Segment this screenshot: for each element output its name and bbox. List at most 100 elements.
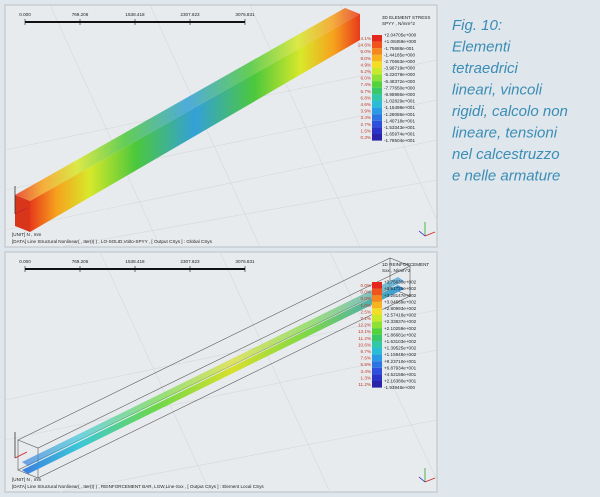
- legend-swatch: [372, 120, 382, 128]
- legend-value: +1.39525e+002: [384, 346, 417, 351]
- legend-value: +1.15948e+002: [384, 352, 417, 357]
- scale-label: 0.000: [19, 259, 31, 264]
- reinforcement: [22, 285, 404, 474]
- legend-percent: 10.6%: [358, 342, 371, 347]
- axis-triad-br: [418, 222, 436, 237]
- legend-percent: 3.4%: [361, 369, 371, 374]
- legend-percent: 1.0%: [361, 303, 371, 308]
- legend-percent: 0.3%: [361, 135, 371, 140]
- scale-label: 1538.418: [125, 259, 145, 264]
- legend-unit: SPYY , N/mm^2: [382, 21, 415, 26]
- caption-line: tetraedrici: [452, 60, 519, 77]
- legend-percent: 2.7%: [361, 122, 371, 127]
- legend-value: +6.87934e+001: [384, 365, 417, 370]
- legend-swatch: [372, 295, 382, 302]
- legend-value: -1.44185e+000: [384, 52, 415, 57]
- legend-swatch: [372, 354, 382, 362]
- legend-value: -8.98986e+000: [384, 92, 415, 97]
- legend-percent: 6.0%: [361, 49, 371, 54]
- axis-triad: [14, 432, 28, 459]
- legend-percent: 4.9%: [361, 62, 371, 67]
- beam-end: [15, 195, 30, 232]
- caption-line: lineare, tensioni: [452, 125, 558, 142]
- legend-swatch: [372, 74, 382, 82]
- legend-value: -1.78504e+001: [384, 138, 415, 143]
- legend-swatch: [372, 282, 382, 289]
- legend-percent: 6.8%: [361, 95, 371, 100]
- status-line: [DATA] Line Structural Nonlinear( , Iter…: [12, 484, 264, 489]
- legend-swatch: [372, 48, 382, 55]
- panel-bottom: [4, 251, 438, 493]
- unit-line: [UNIT] N , mm: [12, 477, 42, 482]
- viewport: [4, 251, 438, 493]
- legend-value: +1.86681e+002: [384, 332, 417, 337]
- legend-percent: 8.0%: [361, 56, 371, 61]
- beam-top: [15, 8, 360, 201]
- legend-swatch: [372, 68, 382, 75]
- legend-percent: 5.2%: [361, 69, 371, 74]
- legend-value: +1.08459e+000: [384, 39, 417, 44]
- caption-line: rigidi, calcolo non: [452, 103, 568, 120]
- scale-label: 3076.831: [235, 12, 255, 17]
- legend-value: -1.40718e+001: [384, 118, 415, 123]
- legend-swatch: [372, 94, 382, 101]
- caption-line: Fig. 10:: [452, 17, 502, 34]
- legend-value: +2.10259e+002: [384, 326, 417, 331]
- legend-swatch: [372, 381, 382, 388]
- legend-title: 3D ELEMENT STRESS: [382, 15, 430, 20]
- legend-swatch: [372, 308, 382, 315]
- legend-swatch: [372, 341, 382, 348]
- legend-unit: Sxx , N/mm^2: [382, 268, 411, 273]
- legend-value: +1.63103e+002: [384, 339, 417, 344]
- legend-value: -1.93946e+000: [384, 385, 415, 390]
- viewport: [4, 4, 438, 248]
- scale-label: 3076.831: [235, 259, 255, 264]
- legend-value: +2.16380e+001: [384, 379, 417, 384]
- caption-line: e nelle armature: [452, 168, 560, 185]
- legend-swatch: [372, 87, 382, 95]
- legend-percent: 24.6%: [358, 43, 371, 48]
- legend-percent: 7.4%: [361, 82, 371, 87]
- legend-value: -1.75688e-001: [384, 46, 414, 51]
- panel-top: [4, 4, 438, 248]
- legend-percent: 7.6%: [361, 356, 371, 361]
- ground-grid: [4, 251, 438, 493]
- caption-line: Elementi: [452, 39, 511, 56]
- legend-percent: 11.2%: [358, 382, 371, 387]
- legend-value: -3.96719e+000: [384, 66, 415, 71]
- legend-title: 1D REINFORCEMENT: [382, 262, 429, 267]
- legend-percent: 6.0%: [361, 76, 371, 81]
- caption-line: nel calcestruzzo: [452, 146, 560, 163]
- legend-value: -1.53343e+001: [384, 125, 415, 130]
- legend-swatch: [372, 301, 382, 309]
- scale-label: 769.206: [72, 12, 89, 17]
- legend-value: +2.80993e+002: [384, 306, 417, 311]
- legend-swatch: [372, 374, 382, 381]
- unit-line: [UNIT] N , mm: [12, 232, 42, 237]
- legend-percent: 11.2%: [358, 336, 371, 341]
- legend-value: +3.28147e+002: [384, 293, 417, 298]
- legend-value: +3.75630e+002: [384, 280, 417, 285]
- legend-value: -6.48372e+000: [384, 79, 415, 84]
- legend-value: +4.52158e+001: [384, 372, 417, 377]
- legend-swatch: [372, 114, 382, 121]
- legend-swatch: [372, 107, 382, 115]
- axis-triad: [14, 186, 28, 215]
- legend-percent: 1.3%: [361, 375, 371, 380]
- legend-swatch: [372, 41, 382, 49]
- legend-swatch: [372, 61, 382, 68]
- legend-percent: 3.9%: [361, 109, 371, 114]
- legend-swatch: [372, 328, 382, 335]
- legend-value: +3.51725e+002: [384, 286, 417, 291]
- legend-percent: 0.0%: [361, 290, 371, 295]
- legend-swatch: [372, 334, 382, 342]
- legend-percent: 3.4%: [361, 115, 371, 120]
- legend-percent: 12.2%: [358, 323, 371, 328]
- legend-value: -1.02829e+001: [384, 99, 415, 104]
- legend-value: +3.04569e+002: [384, 299, 417, 304]
- scale-label: 769.206: [72, 259, 89, 264]
- legend-value: +2.57416e+002: [384, 313, 417, 318]
- legend-swatch: [372, 127, 382, 134]
- legend-value: +2.04705e+000: [384, 33, 417, 38]
